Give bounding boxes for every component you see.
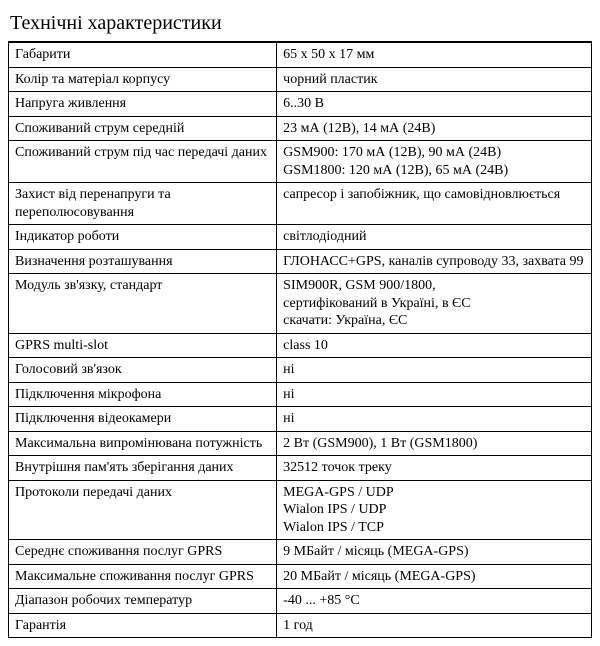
table-row: Захист від перенапруги та переполюсовува… — [9, 183, 592, 225]
spec-value-line: SIM900R, GSM 900/1800, — [283, 277, 585, 295]
spec-value: SIM900R, GSM 900/1800,сертифікований в У… — [277, 274, 592, 334]
spec-value-line: MEGA-GPS / UDP — [283, 484, 585, 502]
spec-value: 20 МБайт / місяць (MEGA-GPS) — [277, 564, 592, 589]
table-row: Споживаний струм під час передачі данихG… — [9, 141, 592, 183]
spec-value: ГЛОНАСС+GPS, каналів супроводу 33, захва… — [277, 249, 592, 274]
spec-value: 65 x 50 x 17 мм — [277, 43, 592, 68]
spec-label: Голосовий зв'язок — [9, 358, 277, 383]
spec-value: 32512 точок треку — [277, 456, 592, 481]
spec-label: Максимальне споживання послуг GPRS — [9, 564, 277, 589]
table-row: Підключення мікрофонані — [9, 382, 592, 407]
table-row: Споживаний струм середній23 мА (12В), 14… — [9, 116, 592, 141]
spec-label: Внутрішня пам'ять зберігання даних — [9, 456, 277, 481]
spec-value-line: GSM1800: 120 мА (12В), 65 мА (24В) — [283, 162, 585, 180]
table-row: Внутрішня пам'ять зберігання даних32512 … — [9, 456, 592, 481]
spec-label: Споживаний струм під час передачі даних — [9, 141, 277, 183]
spec-value-line: GSM900: 170 мА (12В), 90 мА (24В) — [283, 144, 585, 162]
spec-value: GSM900: 170 мА (12В), 90 мА (24В)GSM1800… — [277, 141, 592, 183]
table-row: Габарити65 x 50 x 17 мм — [9, 43, 592, 68]
spec-value: -40 ... +85 °С — [277, 589, 592, 614]
spec-value: ні — [277, 358, 592, 383]
table-row: Діапазон робочих температур-40 ... +85 °… — [9, 589, 592, 614]
spec-label: Напруга живлення — [9, 92, 277, 117]
spec-label: Максимальна випромінювана потужність — [9, 431, 277, 456]
spec-value: 2 Вт (GSM900), 1 Вт (GSM1800) — [277, 431, 592, 456]
table-row: Визначення розташуванняГЛОНАСС+GPS, кана… — [9, 249, 592, 274]
spec-value-line: Wialon IPS / UDP — [283, 501, 585, 519]
table-row: Протоколи передачі данихMEGA-GPS / UDPWi… — [9, 480, 592, 540]
spec-label: Підключення мікрофона — [9, 382, 277, 407]
spec-label: Діапазон робочих температур — [9, 589, 277, 614]
table-row: Середнє споживання послуг GPRS9 МБайт / … — [9, 540, 592, 565]
spec-value: 9 МБайт / місяць (MEGA-GPS) — [277, 540, 592, 565]
spec-label: Гарантія — [9, 613, 277, 638]
spec-label: Колір та матеріал корпусу — [9, 67, 277, 92]
spec-value: сапресор і запобіжник, що самовідновлюєт… — [277, 183, 592, 225]
spec-label: Підключення відеокамери — [9, 407, 277, 432]
spec-value: 23 мА (12В), 14 мА (24В) — [277, 116, 592, 141]
spec-value-line: сертифікований в Україні, в ЄС — [283, 295, 585, 313]
spec-value: ні — [277, 382, 592, 407]
spec-value: ні — [277, 407, 592, 432]
table-row: Підключення відеокамерині — [9, 407, 592, 432]
table-row: Максимальна випромінювана потужність2 Вт… — [9, 431, 592, 456]
spec-title: Технічні характеристики — [8, 8, 592, 42]
spec-label: Габарити — [9, 43, 277, 68]
table-row: Модуль зв'язку, стандартSIM900R, GSM 900… — [9, 274, 592, 334]
spec-value: 1 год — [277, 613, 592, 638]
spec-value: 6..30 В — [277, 92, 592, 117]
spec-label: Модуль зв'язку, стандарт — [9, 274, 277, 334]
spec-value-line: скачати: Україна, ЄС — [283, 312, 585, 330]
table-row: Голосовий зв'язокні — [9, 358, 592, 383]
spec-label: Споживаний струм середній — [9, 116, 277, 141]
spec-label: Захист від перенапруги та переполюсовува… — [9, 183, 277, 225]
table-row: Гарантія1 год — [9, 613, 592, 638]
spec-value: class 10 — [277, 333, 592, 358]
spec-label: GPRS multi-slot — [9, 333, 277, 358]
table-row: Індикатор роботисвітлодіодний — [9, 225, 592, 250]
spec-value: MEGA-GPS / UDPWialon IPS / UDPWialon IPS… — [277, 480, 592, 540]
spec-label: Протоколи передачі даних — [9, 480, 277, 540]
table-row: Максимальне споживання послуг GPRS20 МБа… — [9, 564, 592, 589]
table-row: Напруга живлення6..30 В — [9, 92, 592, 117]
table-row: GPRS multi-slotclass 10 — [9, 333, 592, 358]
spec-value-line: Wialon IPS / TCP — [283, 519, 585, 537]
spec-label: Визначення розташування — [9, 249, 277, 274]
spec-table: Габарити65 x 50 x 17 ммКолір та матеріал… — [8, 42, 592, 638]
spec-label: Індикатор роботи — [9, 225, 277, 250]
spec-value: світлодіодний — [277, 225, 592, 250]
table-row: Колір та матеріал корпусучорний пластик — [9, 67, 592, 92]
spec-label: Середнє споживання послуг GPRS — [9, 540, 277, 565]
spec-value: чорний пластик — [277, 67, 592, 92]
